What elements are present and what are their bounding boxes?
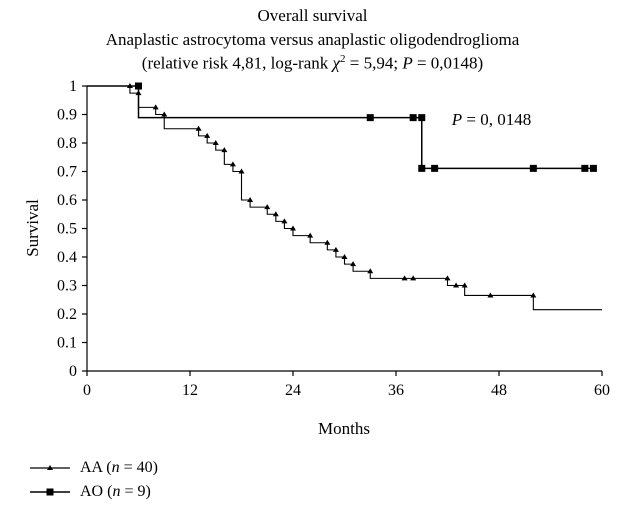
x-axis-label: Months (318, 419, 370, 438)
x-tick-label: 36 (388, 382, 404, 399)
y-tick-label: 0.8 (57, 135, 77, 152)
legend-aa-label: AA (n = 40) (80, 459, 158, 476)
series-ao-marker (581, 164, 589, 172)
series-ao-marker (529, 164, 537, 172)
x-tick-label: 60 (594, 382, 610, 399)
series-aa-marker (272, 211, 279, 217)
series-aa-marker (161, 111, 168, 117)
series-ao-marker (135, 82, 142, 90)
series-aa-marker (152, 104, 159, 110)
series-aa-marker (324, 239, 331, 245)
x-tick-label: 0 (83, 382, 91, 399)
p-value-annotation: P = 0, 0148 (451, 110, 531, 129)
series-aa-line (87, 85, 602, 311)
x-tick-label: 12 (182, 382, 198, 399)
series-aa-marker (444, 275, 451, 281)
stats-chi: χ (332, 53, 340, 73)
legend-ao-line-icon (30, 488, 70, 496)
series-aa-marker (264, 204, 271, 210)
series-aa-marker (367, 268, 374, 274)
y-tick-label: 0.4 (57, 249, 77, 266)
y-tick-label: 0.5 (57, 221, 77, 238)
stats-suffix: = 0,0148) (412, 53, 484, 73)
chart-subtitle-stats: (relative risk 4,81, log-rank χ2 = 5,94;… (0, 53, 625, 74)
series-aa-marker (221, 147, 228, 153)
series-aa-marker (247, 197, 254, 202)
series-aa-marker (281, 218, 288, 224)
legend-item-ao: AO (n = 9) (28, 483, 151, 501)
series-aa-marker (229, 161, 236, 167)
series-ao-line (87, 85, 594, 170)
series-aa-marker (461, 282, 468, 288)
series-aa-marker (238, 168, 245, 174)
chart-axes: 0 0.1 0.2 0.3 0.4 0.5 0.6 0.7 0.8 0.9 1 0 12 24 36 48 60 (57, 78, 610, 399)
y-tick-label: 0.9 (57, 107, 77, 124)
series-aa-marker (332, 246, 339, 252)
series-aa-marker (487, 292, 494, 298)
series-aa-marker (410, 275, 417, 281)
y-tick-label: 0 (69, 363, 77, 380)
p-value-annotation-p: P (451, 110, 462, 129)
legend-ao-label: AO (n = 9) (80, 483, 151, 500)
series-aa-marker (530, 292, 537, 298)
y-tick-label: 0.1 (57, 335, 77, 352)
stats-p: P (402, 53, 413, 73)
y-axis-label: Survival (23, 199, 42, 257)
series-ao-marker (418, 164, 426, 172)
legend-aa-line-icon (30, 465, 70, 470)
series-ao-marker (418, 114, 426, 122)
series-aa-marker (453, 282, 460, 288)
y-tick-label: 1 (69, 78, 77, 95)
legend-item-aa: AA (n = 40) (28, 459, 158, 477)
series-aa-marker (401, 275, 408, 281)
x-tick-label: 48 (491, 382, 507, 399)
stats-chi-exponent: 2 (340, 53, 346, 65)
series-ao-marker (366, 114, 374, 122)
survival-chart: 0 0.1 0.2 0.3 0.4 0.5 0.6 0.7 0.8 0.9 1 0 12 24 36 48 60… (23, 78, 610, 438)
stats-prefix: (relative risk 4,81, log-rank (141, 53, 333, 73)
series-aa-marker (212, 140, 219, 145)
chart-title: Overall survival (257, 6, 368, 25)
chart-plot-area (87, 82, 602, 311)
series-ao-marker (589, 164, 597, 172)
series-aa-marker (307, 232, 314, 238)
series-aa-marker (204, 132, 211, 138)
y-tick-label: 0.3 (57, 278, 77, 295)
series-ao-marker (409, 114, 417, 122)
p-value-annotation-value: = 0, 0148 (462, 110, 531, 129)
series-aa-marker (350, 261, 357, 267)
y-tick-label: 0.2 (57, 306, 77, 323)
x-tick-label: 24 (285, 382, 301, 399)
stats-middle: = 5,94; (345, 53, 403, 73)
series-ao-marker (431, 164, 439, 172)
series-aa-marker (195, 125, 202, 131)
series-aa-marker (290, 225, 296, 231)
series-aa-marker (341, 254, 348, 259)
y-tick-label: 0.6 (57, 192, 77, 209)
y-tick-label: 0.7 (57, 164, 77, 181)
chart-subtitle: Anaplastic astrocytoma versus anaplastic… (105, 30, 520, 49)
